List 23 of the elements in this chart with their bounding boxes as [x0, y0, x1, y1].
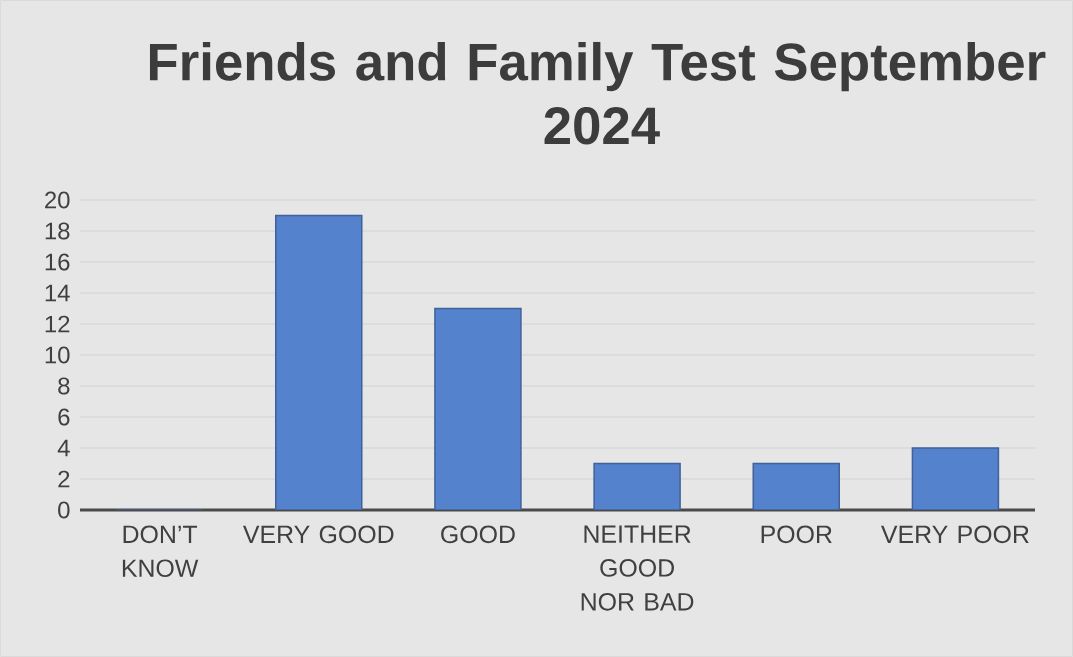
y-tick-label: 20: [45, 191, 70, 209]
x-tick-label: GOOD: [441, 525, 515, 544]
bar: [911, 447, 1000, 510]
bar: [752, 462, 841, 510]
bar: [275, 214, 363, 510]
y-tick-label: 14: [45, 284, 70, 302]
y-tick-label: 0: [58, 501, 70, 519]
y-tick-label: 16: [45, 253, 70, 271]
y-tick-label: 6: [58, 408, 70, 426]
y-tick-label: 10: [45, 346, 70, 364]
y-tick-label: 8: [58, 377, 70, 395]
x-tick-label: VERY POOR: [881, 525, 1029, 544]
x-tick-label: NEITHER GOOD NOR BAD: [581, 525, 694, 611]
chart-title: Friends and Family Test September 2024: [149, 41, 1046, 145]
x-tick-label: DON’T KNOW: [122, 525, 199, 578]
x-tick-label: POOR: [761, 525, 832, 544]
bar: [434, 307, 522, 510]
y-tick-label: 12: [45, 315, 70, 333]
y-tick-label: 18: [45, 222, 70, 240]
bar: [593, 462, 681, 510]
y-tick-label: 2: [58, 470, 70, 488]
x-tick-label: VERY GOOD: [242, 525, 394, 544]
y-tick-label: 4: [57, 439, 70, 457]
